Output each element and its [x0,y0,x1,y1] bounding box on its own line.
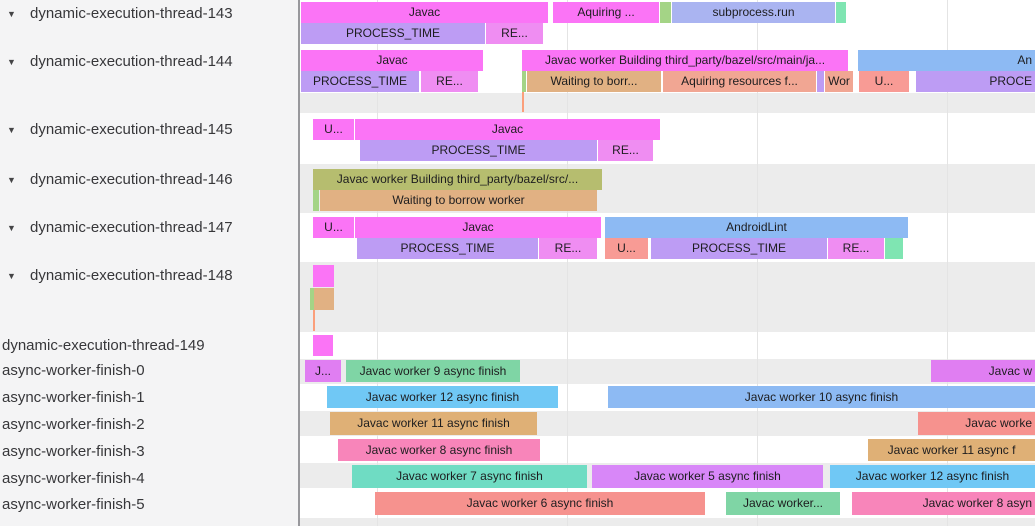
trace-slice[interactable]: Javac worker 7 async finish [352,465,587,488]
track-label: dynamic-execution-thread-149 [2,337,205,354]
track-label-row[interactable]: async-worker-finish-5 [0,495,298,515]
trace-slice[interactable] [313,335,333,356]
trace-slice[interactable]: PROCESS_TIME [301,23,485,44]
trace-slice[interactable]: Javac worker 10 async finish [608,386,1035,408]
trace-slice[interactable]: Aquiring resources f... [663,71,816,92]
track-label-row[interactable]: async-worker-finish-4 [0,469,298,489]
trace-slice[interactable]: subprocess.run [672,2,835,23]
trace-slice[interactable] [817,71,824,92]
trace-slice[interactable]: Javac worker Building third_party/bazel/… [522,50,848,71]
track-label-row[interactable]: dynamic-execution-thread-149 [0,336,298,356]
track-label: dynamic-execution-thread-148 [30,267,233,284]
trace-slice[interactable] [522,71,526,92]
track-label-row[interactable]: ▼ dynamic-execution-thread-147 [0,218,298,238]
trace-slice[interactable]: U... [605,238,648,259]
trace-slice[interactable] [836,2,846,23]
row-shade [300,518,1035,526]
trace-slice[interactable]: Javac worker 9 async finish [346,360,520,382]
trace-slice[interactable]: PROCESS_TIME [357,238,538,259]
trace-slice[interactable]: RE... [598,140,653,161]
trace-slice[interactable]: Javac worker 6 async finish [375,492,705,515]
sidebar-divider[interactable] [298,0,300,526]
trace-slice[interactable] [313,265,334,287]
trace-slice[interactable]: U... [313,217,354,238]
track-label-row[interactable]: async-worker-finish-2 [0,415,298,435]
trace-slice[interactable] [314,288,334,310]
track-label: dynamic-execution-thread-143 [30,5,233,22]
track-label: async-worker-finish-5 [2,496,145,513]
trace-slice[interactable] [885,238,903,259]
trace-slice[interactable]: Javac [301,50,483,71]
trace-slice[interactable]: Javac worker 12 async finish [830,465,1035,488]
trace-slice[interactable]: PROCE [916,71,1035,92]
trace-slice[interactable]: Javac worker 12 async finish [327,386,558,408]
trace-slice[interactable]: An [858,50,1035,71]
trace-slice[interactable]: RE... [539,238,597,259]
trace-slice[interactable] [522,92,524,112]
trace-slice[interactable]: Javac [355,217,601,238]
track-label-row[interactable]: ▼ dynamic-execution-thread-146 [0,170,298,190]
trace-slice[interactable]: Javac worker 5 async finish [592,465,823,488]
collapse-triangle-icon[interactable]: ▼ [7,57,16,67]
trace-slice[interactable] [660,2,671,23]
track-label: dynamic-execution-thread-144 [30,53,233,70]
trace-slice[interactable] [313,310,315,331]
trace-slice[interactable]: PROCESS_TIME [651,238,827,259]
track-label: async-worker-finish-1 [2,389,145,406]
collapse-triangle-icon[interactable]: ▼ [7,9,16,19]
trace-slice[interactable]: PROCESS_TIME [301,71,419,92]
trace-slice[interactable]: Javac w [931,360,1035,382]
trace-slice[interactable]: Waiting to borr... [527,71,661,92]
track-label: async-worker-finish-0 [2,362,145,379]
track-label: dynamic-execution-thread-147 [30,219,233,236]
track-label-row[interactable]: ▼ dynamic-execution-thread-148 [0,266,298,286]
collapse-triangle-icon[interactable]: ▼ [7,271,16,281]
trace-slice[interactable]: PROCESS_TIME [360,140,597,161]
trace-slice[interactable]: RE... [486,23,543,44]
gridline [377,0,378,526]
trace-slice[interactable]: Wor [825,71,853,92]
trace-slice[interactable]: U... [313,119,354,140]
track-label: dynamic-execution-thread-146 [30,171,233,188]
track-label-row[interactable]: ▼ dynamic-execution-thread-144 [0,52,298,72]
collapse-triangle-icon[interactable]: ▼ [7,223,16,233]
trace-slice[interactable]: RE... [828,238,884,259]
track-label-row[interactable]: ▼ dynamic-execution-thread-143 [0,4,298,24]
row-shade [300,93,1035,113]
trace-slice[interactable]: Javac worke [918,412,1035,435]
trace-slice[interactable]: Javac [355,119,660,140]
collapse-triangle-icon[interactable]: ▼ [7,125,16,135]
track-label: async-worker-finish-4 [2,470,145,487]
trace-slice[interactable]: Javac [301,2,548,23]
gridline [947,0,948,526]
trace-slice[interactable]: U... [859,71,909,92]
trace-slice[interactable]: Aquiring ... [553,2,659,23]
trace-slice[interactable]: RE... [421,71,478,92]
trace-slice[interactable]: AndroidLint [605,217,908,238]
track-label-row[interactable]: ▼ dynamic-execution-thread-145 [0,120,298,140]
track-label-row[interactable]: async-worker-finish-0 [0,361,298,381]
track-sidebar: ▼ dynamic-execution-thread-143 ▼ dynamic-ex… [0,0,298,526]
trace-slice[interactable] [310,288,314,310]
trace-slice[interactable]: Javac worker 8 asyn [852,492,1035,515]
row-shade [300,262,1035,332]
gridline [567,0,568,526]
collapse-triangle-icon[interactable]: ▼ [7,175,16,185]
trace-slice[interactable]: Waiting to borrow worker [320,190,597,211]
trace-slice[interactable] [313,190,319,211]
trace-slice[interactable]: J... [305,360,341,382]
trace-slice[interactable]: Javac worker 11 async finish [330,412,537,435]
track-label-row[interactable]: async-worker-finish-1 [0,388,298,408]
track-label-row[interactable]: async-worker-finish-3 [0,442,298,462]
gridline [757,0,758,526]
trace-slice[interactable]: Javac worker... [726,492,840,515]
trace-slice[interactable]: Javac worker 11 async f [868,439,1035,461]
track-label: dynamic-execution-thread-145 [30,121,233,138]
trace-slice[interactable]: Javac worker 8 async finish [338,439,540,461]
trace-slice[interactable]: Javac worker Building third_party/bazel/… [313,169,602,190]
track-label: async-worker-finish-2 [2,416,145,433]
track-label: async-worker-finish-3 [2,443,145,460]
